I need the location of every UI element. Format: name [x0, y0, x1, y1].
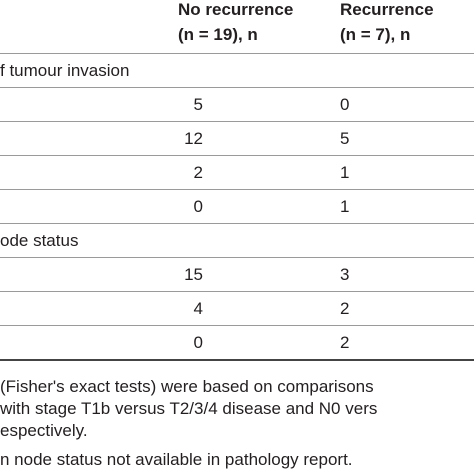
rule [0, 325, 474, 326]
cell-value: 2 [193, 163, 203, 182]
cell-value: 3 [340, 265, 350, 284]
rule [0, 257, 474, 258]
rule [0, 87, 474, 88]
cell-value: 0 [340, 95, 350, 114]
rule [0, 359, 474, 361]
column-title: Recurrence [340, 0, 434, 19]
cell-value: 4 [193, 299, 203, 318]
cell-value: 1 [340, 163, 350, 182]
cell-value: 2 [340, 333, 350, 352]
footnote: with stage T1b versus T2/3/4 disease and… [0, 399, 378, 418]
cell-value: 15 [184, 265, 203, 284]
cell-value: 12 [184, 129, 203, 148]
cell-value: 0 [193, 197, 203, 216]
section-label: ode status [0, 231, 79, 250]
rule [0, 155, 474, 156]
column-subtitle: (n = 19), n [178, 25, 258, 44]
cell-value: 0 [193, 333, 203, 352]
rule [0, 53, 474, 54]
footnote: n node status not available in pathology… [0, 450, 353, 469]
cell-value: 5 [193, 95, 203, 114]
rule [0, 223, 474, 224]
rule [0, 121, 474, 122]
footnote: espectively. [0, 421, 88, 440]
column-subtitle: (n = 7), n [340, 25, 411, 44]
column-title: No recurrence [178, 0, 294, 19]
section-label: f tumour invasion [0, 61, 130, 80]
cell-value: 5 [340, 129, 350, 148]
rule [0, 189, 474, 190]
cell-value: 1 [340, 197, 350, 216]
rule [0, 291, 474, 292]
cell-value: 2 [340, 299, 350, 318]
footnote: (Fisher's exact tests) were based on com… [0, 377, 374, 396]
